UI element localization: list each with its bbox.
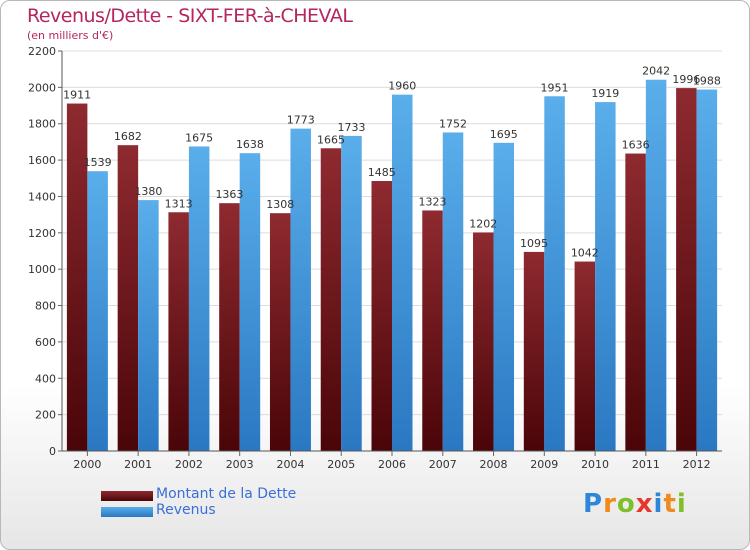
value-label-revenus: 1539 (84, 156, 112, 169)
chart-subtitle: (en milliers d'€) (27, 29, 114, 42)
x-tick-label: 2005 (327, 458, 355, 471)
y-tick-label: 1600 (28, 154, 56, 167)
value-label-revenus: 1380 (134, 185, 162, 198)
bar-revenus (392, 94, 413, 452)
x-tick-label: 2012 (683, 458, 711, 471)
value-label-dette: 1636 (622, 139, 650, 152)
logo-letter: i (676, 489, 687, 519)
y-tick-label: 1800 (28, 118, 56, 131)
x-tick-label: 2000 (73, 458, 101, 471)
bar-dette (574, 261, 596, 451)
value-label-dette: 1363 (215, 188, 243, 201)
bar-revenus (138, 200, 159, 451)
y-tick-label: 400 (35, 372, 56, 385)
bars (66, 79, 718, 452)
y-tick-label: 0 (49, 445, 56, 458)
legend-swatch-revenus (101, 507, 153, 517)
logo-letter: t (663, 489, 677, 519)
y-tick-label: 200 (35, 409, 56, 422)
legend-label-revenus: Revenus (156, 502, 216, 518)
x-tick-label: 2007 (429, 458, 457, 471)
value-label-revenus: 1951 (541, 81, 569, 94)
value-label-revenus: 1988 (693, 75, 721, 88)
value-label-revenus: 1733 (337, 121, 365, 134)
bar-dette (168, 212, 189, 451)
y-tick-label: 1400 (28, 190, 56, 203)
bar-revenus (544, 96, 565, 451)
value-label-dette: 1996 (672, 73, 700, 86)
x-tick-label: 2001 (124, 458, 152, 471)
bar-dette (473, 232, 494, 451)
x-tick-label: 2003 (226, 458, 254, 471)
value-label-revenus: 1773 (287, 114, 315, 127)
value-label-revenus: 1638 (236, 138, 264, 151)
legend-label-dette: Montant de la Dette (156, 486, 297, 502)
x-tick-label: 2004 (276, 458, 304, 471)
bar-dette (66, 103, 88, 451)
value-label-dette: 1313 (165, 197, 193, 210)
axes: 0 200 400 600 800 1000 1200 1400 1600 1800 2000 220… (28, 45, 722, 471)
value-label-revenus: 1695 (490, 128, 518, 141)
bar-dette (371, 181, 392, 451)
logo-letter: P (583, 489, 604, 519)
y-tick-label: 2200 (28, 45, 56, 58)
x-tick-label: 2009 (530, 458, 558, 471)
value-label-dette: 1323 (419, 195, 447, 208)
bar-dette (320, 148, 342, 452)
bar-dette (625, 153, 646, 451)
bar-revenus (87, 171, 108, 451)
bar-revenus (595, 102, 616, 451)
chart-title: Revenus/Dette - SIXT-FER-à-CHEVAL (27, 5, 353, 27)
proxiti-logo: Proxiti (583, 489, 687, 519)
bar-dette (219, 203, 240, 451)
bar-revenus (341, 135, 362, 451)
logo-letter: o (616, 489, 636, 519)
value-label-dette: 1485 (368, 166, 396, 179)
x-tick-label: 2010 (581, 458, 609, 471)
value-label-dette: 1095 (520, 237, 548, 250)
value-label-dette: 1665 (317, 133, 345, 146)
value-label-dette: 1308 (266, 198, 294, 211)
y-tick-label: 600 (35, 336, 56, 349)
y-tick-label: 1000 (28, 263, 56, 276)
bar-dette (523, 251, 545, 451)
bar-revenus (442, 132, 464, 452)
bar-dette (676, 88, 697, 451)
legend-swatch-dette (101, 491, 153, 501)
bar-revenus (239, 153, 261, 451)
bar-revenus (645, 79, 667, 452)
logo-letter: x (635, 489, 654, 519)
x-tick-label: 2008 (480, 458, 508, 471)
value-label-revenus: 1752 (439, 117, 467, 130)
y-tick-label: 2000 (28, 81, 56, 94)
bar-revenus (493, 142, 515, 451)
value-label-revenus: 2042 (642, 65, 670, 78)
bar-dette (269, 213, 291, 451)
value-label-revenus: 1675 (185, 131, 213, 144)
logo-letter: r (603, 489, 617, 519)
value-label-dette: 1682 (114, 130, 142, 143)
value-label-revenus: 1919 (591, 87, 619, 100)
x-tick-label: 2006 (378, 458, 406, 471)
bar-revenus (290, 128, 311, 451)
bar-revenus (696, 89, 718, 451)
value-label-revenus: 1960 (388, 80, 416, 93)
y-tick-label: 1200 (28, 227, 56, 240)
x-tick-label: 2002 (175, 458, 203, 471)
value-label-dette: 1042 (571, 247, 599, 260)
value-label-dette: 1911 (63, 89, 91, 102)
bar-dette (117, 145, 139, 451)
logo-letter: i (653, 489, 664, 519)
bar-revenus (188, 146, 210, 452)
x-tick-label: 2011 (632, 458, 660, 471)
y-tick-label: 800 (35, 300, 56, 313)
bar-dette (422, 210, 443, 451)
value-label-dette: 1202 (469, 217, 497, 230)
